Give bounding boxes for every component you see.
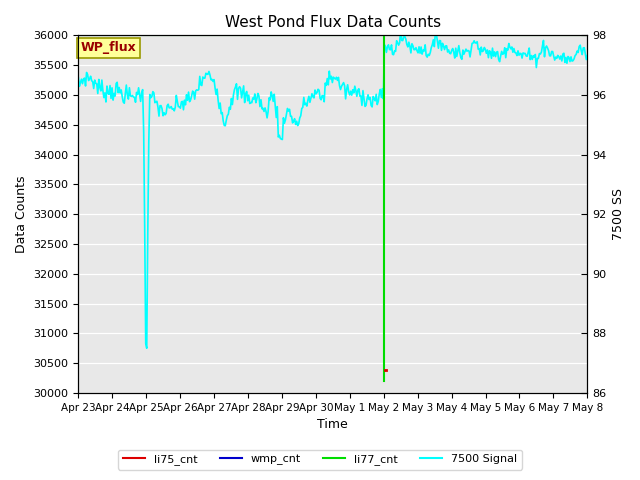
Text: WP_flux: WP_flux bbox=[81, 41, 137, 54]
Legend: li75_cnt, wmp_cnt, li77_cnt, 7500 Signal: li75_cnt, wmp_cnt, li77_cnt, 7500 Signal bbox=[118, 450, 522, 469]
Y-axis label: Data Counts: Data Counts bbox=[15, 176, 28, 253]
Y-axis label: 7500 SS: 7500 SS bbox=[612, 188, 625, 240]
X-axis label: Time: Time bbox=[317, 419, 348, 432]
Title: West Pond Flux Data Counts: West Pond Flux Data Counts bbox=[225, 15, 441, 30]
